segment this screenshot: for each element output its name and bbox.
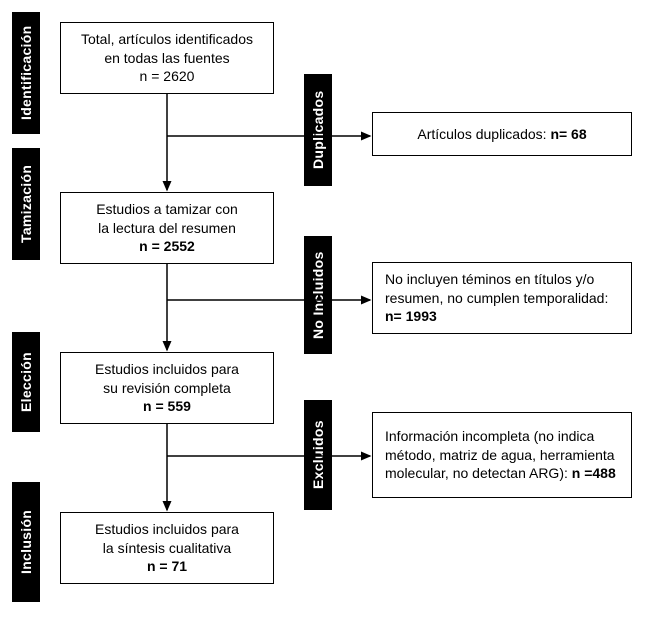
- box-total-content: Total, artículos identificados en todas …: [81, 30, 253, 87]
- box-sintesis-content: Estudios incluidos para la síntesis cual…: [95, 520, 239, 577]
- box-total-line2: en todas las fuentes: [104, 50, 229, 66]
- box-total: Total, artículos identificados en todas …: [60, 22, 274, 94]
- stage-tamizacion: Tamización: [12, 148, 40, 260]
- side-no-incluidos: No Incluidos: [304, 236, 332, 354]
- box-revision-line2: su revisión completa: [103, 380, 231, 396]
- side-no-incluidos-text: No Incluidos: [310, 251, 326, 339]
- box-sintesis-n: n = 71: [147, 558, 187, 574]
- box-exc-n: n =488: [572, 465, 616, 481]
- box-no-incluidos: No incluyen téminos en títulos y/o resum…: [372, 262, 632, 334]
- box-revision: Estudios incluidos para su revisión comp…: [60, 352, 274, 424]
- stage-inclusion: Inclusión: [12, 482, 40, 602]
- box-dup-n: n= 68: [550, 126, 586, 142]
- box-sintesis-line1: Estudios incluidos para: [95, 521, 239, 537]
- box-revision-line1: Estudios incluidos para: [95, 361, 239, 377]
- box-sintesis: Estudios incluidos para la síntesis cual…: [60, 512, 274, 584]
- box-tamizar-line1: Estudios a tamizar con: [96, 201, 238, 217]
- prisma-flowchart: Identificación Tamización Elección Inclu…: [12, 12, 645, 619]
- stage-identificacion: Identificación: [12, 12, 40, 134]
- box-noinc-n: n= 1993: [385, 308, 437, 324]
- side-excluidos-text: Excluidos: [310, 421, 326, 490]
- box-tamizar: Estudios a tamizar con la lectura del re…: [60, 192, 274, 264]
- box-sintesis-line2: la síntesis cualitativa: [103, 540, 231, 556]
- side-duplicados: Duplicados: [304, 74, 332, 186]
- box-duplicados-content: Artículos duplicados: n= 68: [417, 125, 586, 144]
- box-noinc-line2: resumen, no cumplen temporalidad:: [385, 290, 608, 306]
- box-noinc-line1: No incluyen téminos en títulos y/o: [385, 271, 594, 287]
- box-noinc-content: No incluyen téminos en títulos y/o resum…: [385, 270, 608, 327]
- box-excluidos: Información incompleta (no indica método…: [372, 412, 632, 498]
- box-tamizar-content: Estudios a tamizar con la lectura del re…: [96, 200, 238, 257]
- side-excluidos: Excluidos: [304, 400, 332, 510]
- box-tamizar-line2: la lectura del resumen: [98, 220, 236, 236]
- box-dup-text: Artículos duplicados:: [417, 126, 546, 142]
- box-duplicados: Artículos duplicados: n= 68: [372, 112, 632, 156]
- box-revision-n: n = 559: [143, 398, 191, 414]
- box-exc-content: Información incompleta (no indica método…: [385, 427, 616, 484]
- box-revision-content: Estudios incluidos para su revisión comp…: [95, 360, 239, 417]
- stage-identificacion-text: Identificación: [18, 26, 34, 120]
- stage-tamizacion-text: Tamización: [18, 165, 34, 243]
- box-exc-line2: método, matriz de agua, herramienta: [385, 447, 615, 463]
- box-total-line1: Total, artículos identificados: [81, 31, 253, 47]
- box-tamizar-n: n = 2552: [139, 238, 195, 254]
- box-total-n: n = 2620: [140, 68, 195, 84]
- side-duplicados-text: Duplicados: [310, 91, 326, 169]
- stage-eleccion-text: Elección: [18, 352, 34, 412]
- stage-inclusion-text: Inclusión: [18, 510, 34, 574]
- stage-eleccion: Elección: [12, 332, 40, 432]
- box-exc-line1: Información incompleta (no indica: [385, 428, 594, 444]
- box-exc-line3: molecular, no detectan ARG):: [385, 465, 568, 481]
